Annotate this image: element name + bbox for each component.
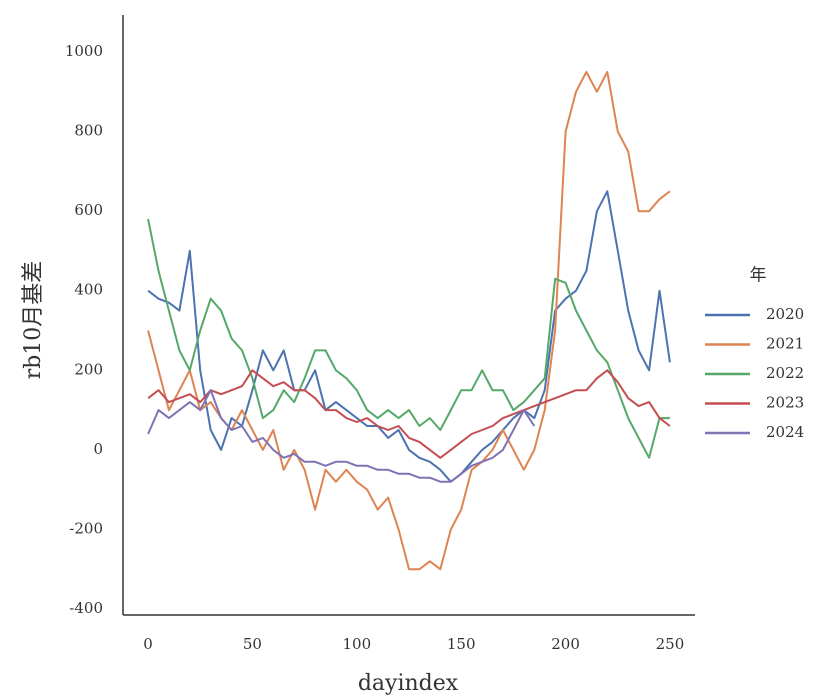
y-tick-label: -400 (69, 599, 103, 617)
x-tick-label: 0 (143, 635, 153, 653)
series-line (147, 369, 671, 459)
x-tick-label: 150 (447, 635, 476, 653)
legend-label: 2024 (766, 423, 804, 441)
y-axis-label: rb10月基差 (21, 261, 46, 380)
legend-label: 2021 (766, 335, 804, 353)
y-tick-label: 800 (74, 122, 103, 140)
y-tick-label: 400 (74, 281, 103, 299)
legend-label: 2023 (766, 394, 804, 412)
y-tick-label: 1000 (65, 42, 103, 60)
legend-label: 2020 (766, 305, 804, 323)
series-line (147, 190, 671, 483)
x-tick-label: 100 (342, 635, 371, 653)
series-line (147, 70, 671, 571)
x-axis-label: dayindex (358, 671, 459, 696)
legend-label: 2022 (766, 364, 804, 382)
x-tick-label: 200 (551, 635, 580, 653)
series-line (147, 389, 536, 483)
x-tick-label: 250 (656, 635, 685, 653)
y-tick-label: 0 (93, 440, 103, 458)
series-line (147, 218, 670, 459)
y-tick-label: 200 (74, 360, 103, 378)
x-tick-label: 50 (243, 635, 262, 653)
y-tick-label: 600 (74, 201, 103, 219)
y-tick-label: -200 (69, 519, 103, 537)
legend-title: 年 (750, 266, 767, 286)
